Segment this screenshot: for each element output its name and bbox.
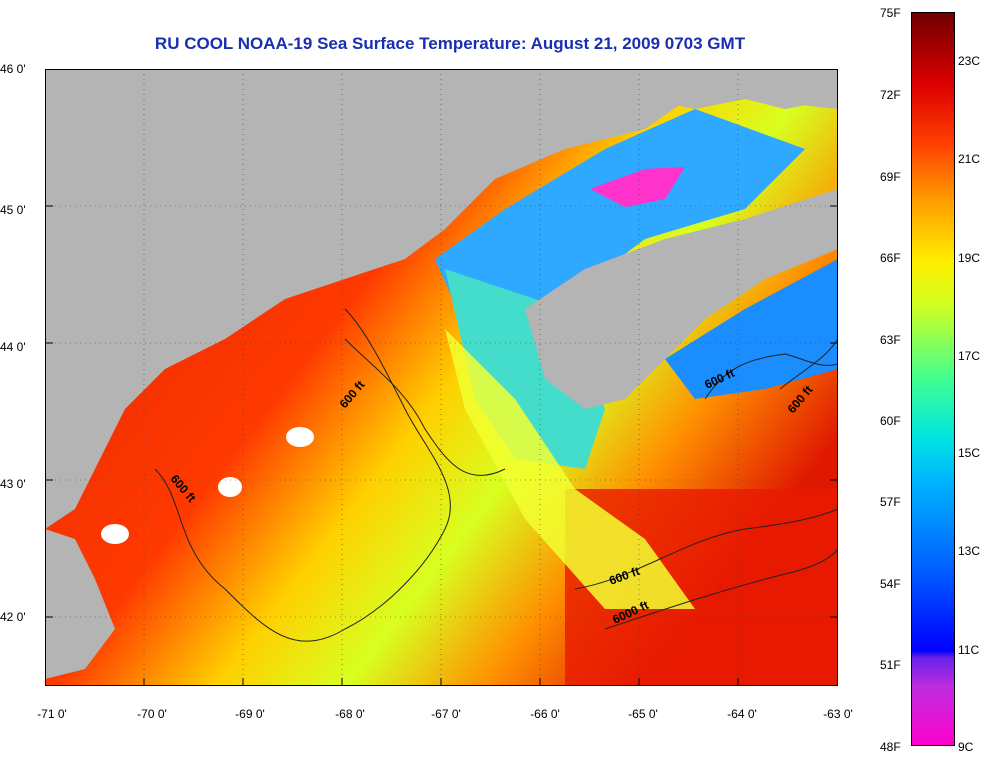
lon-label: -64 0'	[727, 707, 757, 721]
lon-label: -63 0'	[823, 707, 853, 721]
cold-water-fundy	[435, 109, 805, 349]
lon-label: -70 0'	[137, 707, 167, 721]
lat-label: 46 0'	[0, 62, 26, 76]
lon-label: -69 0'	[235, 707, 265, 721]
yellow-front	[445, 329, 695, 609]
lon-label: -67 0'	[431, 707, 461, 721]
bathymetry-contours	[154, 308, 838, 642]
colorbar-label-c: 15C	[958, 446, 981, 460]
colorbar-label-f: 54F	[880, 577, 901, 591]
colorbar-label-f: 57F	[880, 495, 901, 509]
land-upper-nb	[605, 69, 838, 109]
colorbar-label-c: 13C	[958, 544, 981, 558]
colorbar-label-c: 23C	[958, 54, 981, 68]
colorbar	[911, 12, 955, 746]
cloud-patch	[218, 477, 242, 497]
lat-label: 44 0'	[0, 340, 26, 354]
map-ticks	[45, 69, 838, 686]
cloud-patch	[286, 427, 314, 447]
colorbar-label-c: 11C	[958, 643, 980, 657]
colorbar-label-c: 17C	[958, 349, 981, 363]
colorbar-label-f: 69F	[880, 170, 901, 184]
colorbar-label-f: 63F	[880, 333, 901, 347]
colorbar-label-f: 60F	[880, 414, 901, 428]
cool-water-eastern	[665, 259, 838, 399]
land-nova-scotia	[525, 189, 838, 409]
cloud-patch	[101, 524, 129, 544]
lon-label: -66 0'	[530, 707, 560, 721]
lat-label: 45 0'	[0, 203, 26, 217]
lon-label: -71 0'	[37, 707, 67, 721]
colorbar-label-c: 21C	[958, 152, 981, 166]
graticule	[45, 69, 838, 686]
colorbar-label-f: 75F	[880, 6, 901, 20]
colorbar-label-f: 72F	[880, 88, 901, 102]
colorbar-label-c: 9C	[958, 740, 974, 754]
land-cape-cod	[45, 529, 115, 679]
lon-label: -68 0'	[335, 707, 365, 721]
fundy-magenta-patch	[590, 167, 685, 207]
colorbar-label-c: 19C	[958, 251, 981, 265]
colorbar-label-f: 48F	[880, 740, 901, 754]
lat-label: 42 0'	[0, 610, 26, 624]
lon-label: -65 0'	[628, 707, 658, 721]
colorbar-label-f: 66F	[880, 251, 901, 265]
lat-label: 43 0'	[0, 477, 26, 491]
sst-title: RU COOL NOAA-19 Sea Surface Temperature:…	[154, 34, 746, 53]
colorbar-label-f: 51F	[880, 658, 901, 672]
sst-map: 600 ft 600 ft 600 ft 600 ft 600 ft 6000 …	[45, 69, 838, 686]
